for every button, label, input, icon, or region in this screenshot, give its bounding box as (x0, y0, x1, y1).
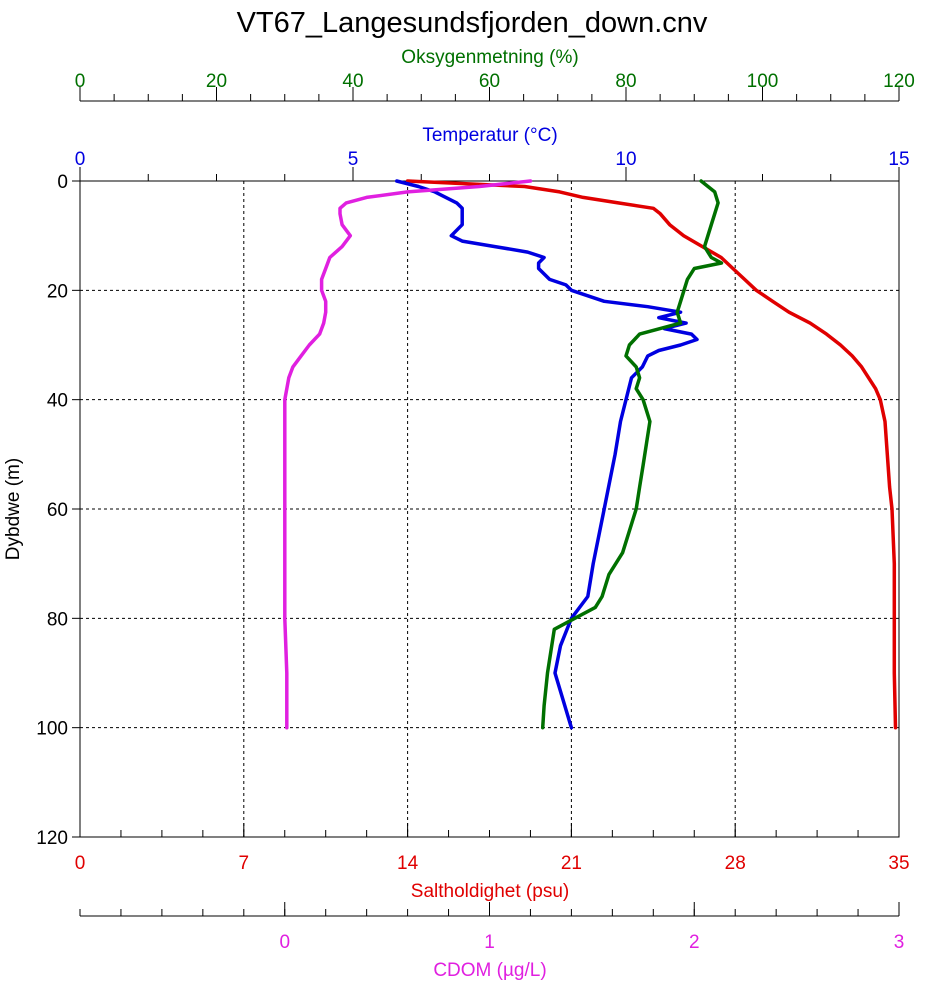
series-line-salinity (405, 179, 898, 730)
chart-title: VT67_Langesundsfjorden_down.cnv (237, 7, 708, 39)
oxygen-tick-label: 0 (75, 71, 86, 92)
temperature-axis: 0 5 10 15 (75, 149, 910, 182)
cdom-tick-label: 0 (279, 932, 290, 953)
series-line-temperature (394, 179, 699, 730)
oxygen-tick-label: 40 (342, 71, 363, 92)
oxygen-tick-label: 100 (747, 71, 779, 92)
depth-tick-label: 40 (47, 391, 68, 412)
depth-tick-label: 80 (47, 609, 68, 630)
depth-axis: 0 20 40 60 80 100 120 (36, 172, 80, 849)
temperature-axis-label: Temperatur (°C) (422, 125, 557, 146)
series-line-oxygen (540, 179, 724, 730)
temperature-tick-label: 0 (75, 149, 86, 170)
depth-tick-label: 0 (57, 172, 68, 193)
salinity-tick-label: 35 (888, 853, 909, 874)
oxygen-tick-label: 120 (883, 71, 915, 92)
salinity-tick-label: 0 (75, 853, 86, 874)
salinity-tick-label: 28 (725, 853, 746, 874)
oxygen-axis: 0 20 40 60 80 100 120 (75, 71, 915, 102)
oxygen-tick-label: 60 (479, 71, 500, 92)
depth-tick-label: 120 (36, 828, 68, 849)
series-line-cdom (283, 179, 533, 730)
depth-tick-label: 20 (47, 281, 68, 302)
oxygen-tick-label: 20 (206, 71, 227, 92)
cdom-tick-label: 1 (484, 932, 495, 953)
temperature-tick-label: 10 (615, 149, 636, 170)
salinity-tick-label: 14 (397, 853, 419, 874)
salinity-axis-label: Saltholdighet (psu) (411, 881, 569, 902)
depth-axis-label: Dybdwe (m) (3, 458, 24, 560)
salinity-tick-label: 21 (561, 853, 582, 874)
depth-tick-label: 100 (36, 719, 68, 740)
oxygen-tick-label: 80 (615, 71, 636, 92)
depth-tick-label: 60 (47, 500, 68, 521)
temperature-tick-label: 15 (888, 149, 909, 170)
salinity-axis: 0 7 14 21 28 35 (75, 823, 910, 874)
cdom-axis-label: CDOM (µg/L) (433, 960, 546, 981)
cdom-tick-label: 3 (894, 932, 905, 953)
temperature-tick-label: 5 (348, 149, 359, 170)
cdom-axis: 0 1 2 3 (79, 902, 905, 953)
series-lines (283, 179, 898, 730)
oxygen-axis-label: Oksygenmetning (%) (401, 47, 578, 68)
cdom-tick-label: 2 (689, 932, 700, 953)
salinity-tick-label: 7 (239, 853, 250, 874)
grid-lines (80, 181, 899, 837)
